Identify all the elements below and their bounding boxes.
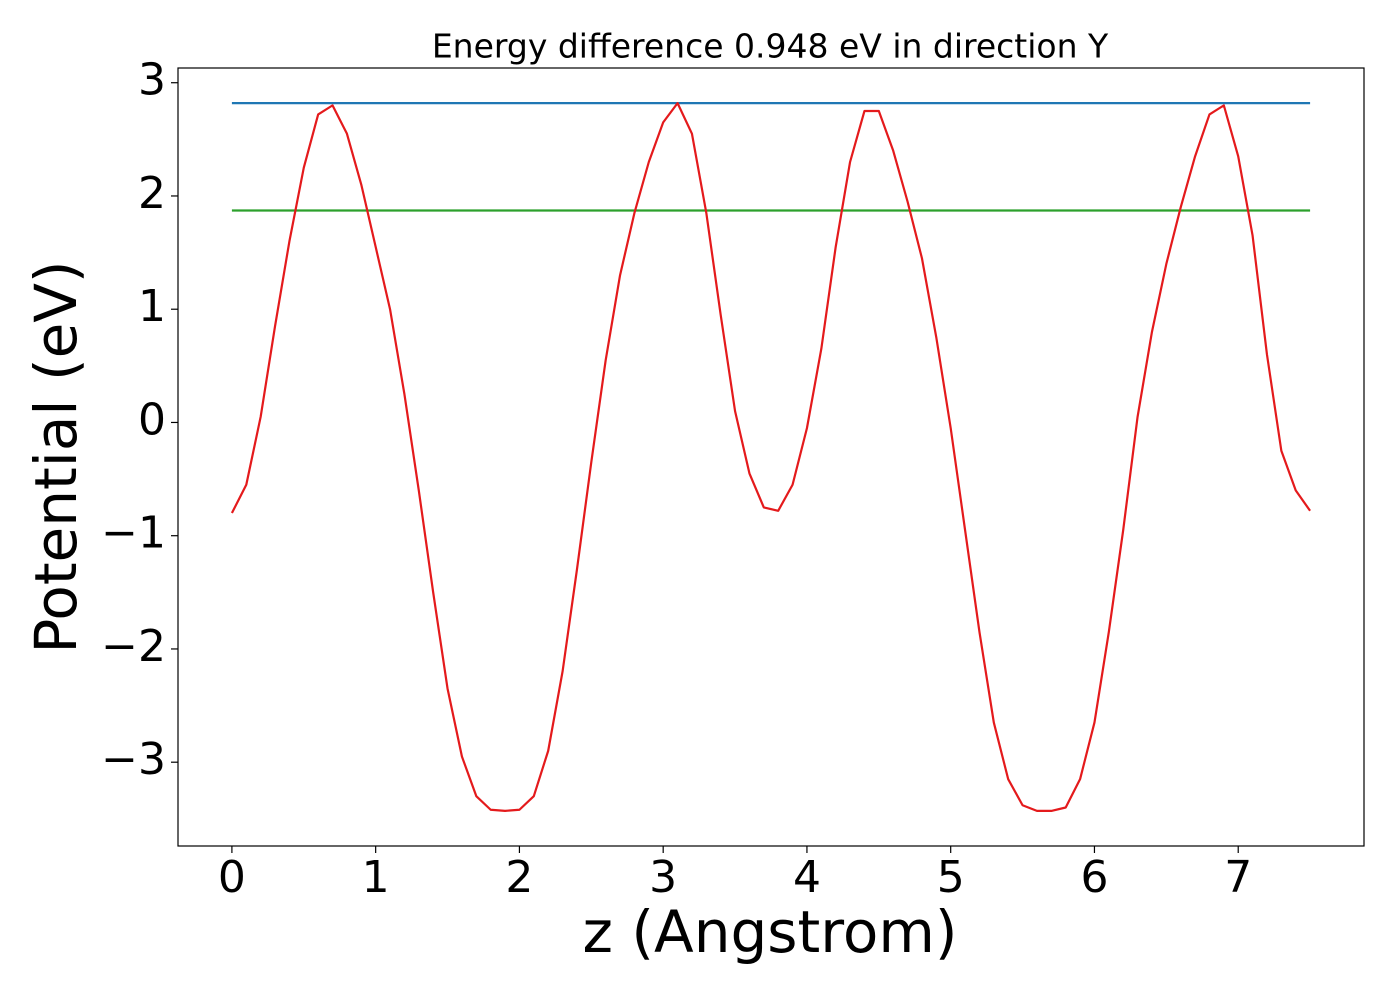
- y-tick-label: −1: [101, 508, 166, 559]
- y-tick-label: −2: [101, 621, 166, 672]
- series-line: [230, 102, 1311, 812]
- x-tick-label: 3: [649, 852, 677, 903]
- y-tick-label: −3: [101, 734, 166, 785]
- x-tick-label: 5: [937, 852, 965, 903]
- x-tick-label: 6: [1080, 852, 1108, 903]
- chart-title: Energy difference 0.948 eV in direction …: [432, 27, 1109, 66]
- x-tick-label: 7: [1224, 852, 1252, 903]
- x-tick-label: 0: [218, 852, 246, 903]
- x-tick-label: 1: [362, 852, 390, 903]
- x-axis-label: z (Angstrom): [583, 898, 958, 966]
- plot-frame: [177, 67, 1365, 847]
- x-tick-label: 2: [505, 852, 533, 903]
- y-axis-label: Potential (eV): [22, 260, 90, 653]
- y-tick-label: 0: [138, 394, 166, 445]
- y-tick-label: 1: [138, 281, 166, 332]
- y-tick-label: 2: [138, 168, 166, 219]
- y-tick-label: 3: [138, 55, 166, 106]
- x-tick-label: 4: [793, 852, 821, 903]
